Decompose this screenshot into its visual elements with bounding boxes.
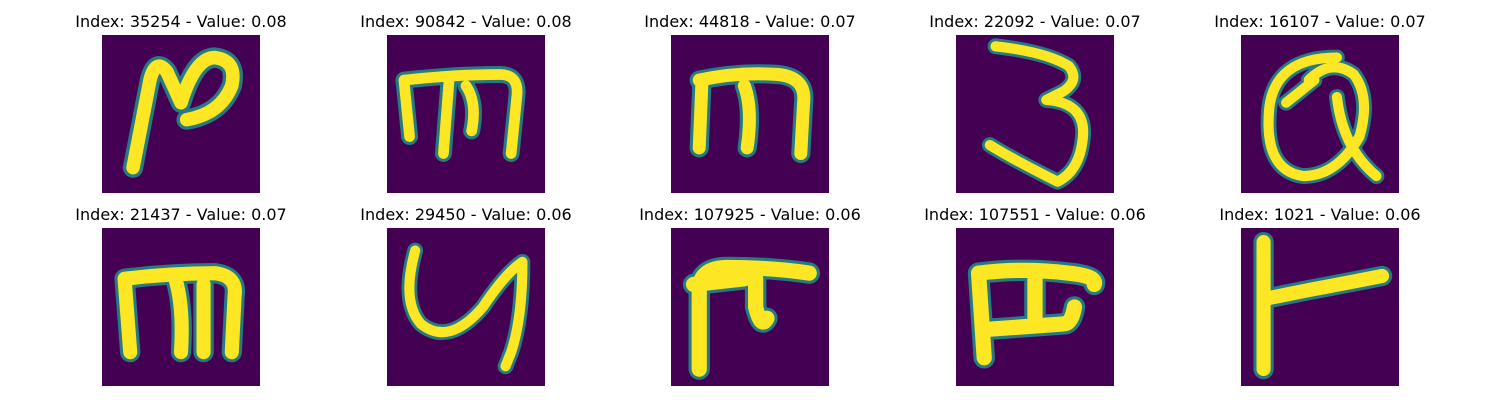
glyph-9-icon <box>956 228 1114 386</box>
panel-7: Index: 29450 - Value: 0.06 <box>360 205 572 386</box>
panel-10: Index: 1021 - Value: 0.06 <box>1219 205 1421 386</box>
glyph-5-icon <box>1241 35 1399 193</box>
panel-title: Index: 22092 - Value: 0.07 <box>929 12 1141 31</box>
glyph-3-icon <box>671 35 829 193</box>
panel-6: Index: 21437 - Value: 0.07 <box>75 205 287 386</box>
glyph-8-icon <box>671 228 829 386</box>
panel-title: Index: 107925 - Value: 0.06 <box>639 205 861 224</box>
panel-title: Index: 107551 - Value: 0.06 <box>924 205 1146 224</box>
panel-4: Index: 22092 - Value: 0.07 <box>929 12 1141 193</box>
panel-title: Index: 29450 - Value: 0.06 <box>360 205 572 224</box>
panel-title: Index: 1021 - Value: 0.06 <box>1219 205 1421 224</box>
panel-title: Index: 90842 - Value: 0.08 <box>360 12 572 31</box>
glyph-10-icon <box>1241 228 1399 386</box>
glyph-6-icon <box>102 228 260 386</box>
glyph-2-icon <box>387 35 545 193</box>
panel-8: Index: 107925 - Value: 0.06 <box>639 205 861 386</box>
glyph-7-icon <box>387 228 545 386</box>
panel-5: Index: 16107 - Value: 0.07 <box>1214 12 1426 193</box>
panel-9: Index: 107551 - Value: 0.06 <box>924 205 1146 386</box>
panel-title: Index: 44818 - Value: 0.07 <box>644 12 856 31</box>
panel-3: Index: 44818 - Value: 0.07 <box>644 12 856 193</box>
panel-1: Index: 35254 - Value: 0.08 <box>75 12 287 193</box>
glyph-4-icon <box>956 35 1114 193</box>
glyph-1-icon <box>102 35 260 193</box>
panel-title: Index: 21437 - Value: 0.07 <box>75 205 287 224</box>
panel-2: Index: 90842 - Value: 0.08 <box>360 12 572 193</box>
panel-title: Index: 16107 - Value: 0.07 <box>1214 12 1426 31</box>
panel-title: Index: 35254 - Value: 0.08 <box>75 12 287 31</box>
